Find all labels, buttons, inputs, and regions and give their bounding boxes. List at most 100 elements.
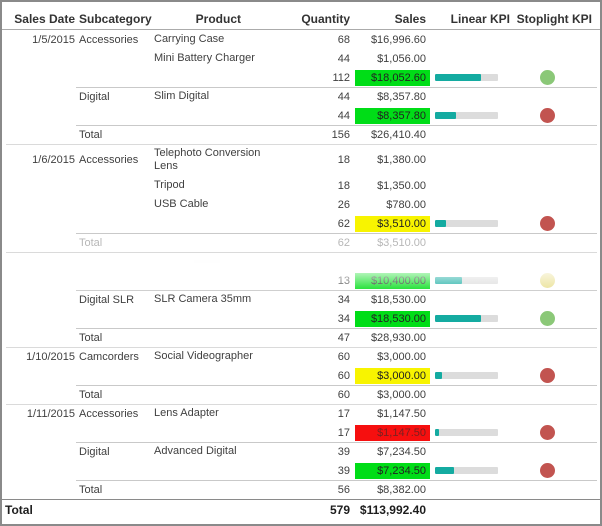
sales-kpi-highlight: $7,234.50: [355, 462, 430, 479]
table-header: Sales Date Subcategory Product Quantity …: [2, 8, 600, 30]
cell-quantity: 39: [337, 445, 350, 458]
cell-sales: $3,000.00: [350, 367, 430, 384]
sales-kpi-highlight: $10,400.00: [355, 272, 430, 289]
cell-sales: $26,410.40: [350, 129, 430, 141]
group-total-row: Total 56 $8,382.00: [2, 480, 600, 499]
cell-stoplight-kpi: [515, 311, 595, 326]
sales-value: $7,234.50: [377, 445, 426, 458]
cell-quantity: 47: [337, 331, 350, 344]
linear-kpi-track: [435, 429, 498, 436]
linear-kpi-bar: [435, 372, 442, 379]
cell-product: Slim Digital: [154, 90, 210, 102]
sales-value: $16,996.60: [370, 33, 426, 46]
stoplight-indicator-red: [539, 108, 555, 123]
cell-sales: $8,357.80: [350, 91, 430, 103]
cell-linear-kpi: [430, 112, 515, 119]
group-total-row: Total 60 $3,000.00: [2, 385, 600, 404]
cell-quantity: 26: [337, 198, 350, 211]
cell-quantity: 17: [337, 407, 350, 420]
table-rows: 1/5/2015 Accessories Carrying Case 68 $16,99…: [2, 30, 600, 521]
sales-value: $780.00: [386, 198, 426, 211]
subtotal-row: 17 $1,147.50: [2, 423, 600, 442]
cell-sales-date: 1/10/2015: [26, 350, 75, 363]
sales-value: $1,147.50: [377, 407, 426, 420]
sales-value: $18,530.00: [370, 293, 426, 306]
sales-kpi-highlight: $3,510.00: [355, 215, 430, 232]
column-header-sales: Sales: [394, 11, 426, 26]
linear-kpi-bar: [435, 220, 447, 227]
column-header-sales-date: Sales Date: [14, 11, 75, 26]
linear-kpi-track: [435, 315, 498, 322]
cell-quantity: 34: [337, 293, 350, 306]
linear-kpi-bar: [435, 315, 481, 322]
stoplight-indicator-yellow: [539, 273, 555, 288]
table-row: 1/10/2015 Camcorders Social Videographer 60…: [2, 347, 600, 366]
cell-stoplight-kpi: [515, 273, 595, 288]
cell-quantity: 56: [337, 483, 350, 496]
cell-linear-kpi: [430, 220, 515, 227]
linear-kpi-bar: [435, 429, 439, 436]
cell-product: Tripod: [154, 179, 185, 191]
sales-kpi-highlight: $8,357.80: [355, 107, 430, 124]
linear-kpi-track: [435, 112, 498, 119]
cell-quantity: 62: [337, 236, 350, 249]
column-header-product: Product: [195, 11, 241, 26]
cell-sales: $8,382.00: [350, 484, 430, 496]
sales-value: $3,000.00: [377, 350, 426, 363]
cell-quantity: 18: [337, 179, 350, 192]
cell-quantity: 60: [337, 388, 350, 401]
sales-kpi-highlight: $18,530.00: [355, 310, 430, 327]
cell-quantity: 13: [337, 274, 350, 287]
linear-kpi-track: [435, 372, 498, 379]
cell-product: Social Videographer: [154, 350, 253, 362]
cell-stoplight-kpi: [515, 70, 595, 85]
cell-sales: $7,234.50: [350, 446, 430, 458]
group-total-row: Total 156 $26,410.40: [2, 125, 600, 144]
table-row: Digital Advanced Digital 39 $7,234.50: [2, 442, 600, 461]
cell-quantity: 17: [337, 426, 350, 439]
cell-sales: $18,530.00: [350, 310, 430, 327]
sales-value: $113,992.40: [359, 503, 426, 517]
subtotal-row: 62 $3,510.00: [2, 214, 600, 233]
faded-row: [2, 252, 600, 271]
sales-value: $1,350.00: [377, 179, 426, 192]
cell-quantity: 34: [337, 312, 350, 325]
cell-linear-kpi: [430, 277, 515, 284]
cell-linear-kpi: [430, 429, 515, 436]
cell-quantity: 112: [332, 71, 350, 84]
cell-sales: $18,530.00: [350, 294, 430, 306]
cell-sales: $10,400.00: [350, 272, 430, 289]
cell-sales: $18,052.60: [350, 69, 430, 86]
linear-kpi-track: [435, 467, 498, 474]
cell-product: Advanced Digital: [154, 445, 237, 457]
cell-subcategory: Digital SLR: [79, 293, 135, 306]
cell-sales: $3,510.00: [350, 215, 430, 232]
linear-kpi-track: [435, 220, 498, 227]
cell-quantity: 44: [337, 52, 350, 65]
cell-product: Mini Battery Charger: [154, 52, 255, 64]
column-header-quantity: Quantity: [301, 11, 350, 26]
cell-stoplight-kpi: [515, 425, 595, 440]
stoplight-indicator-red: [539, 463, 555, 478]
cell-quantity: 60: [337, 369, 350, 382]
cell-quantity: 156: [331, 128, 350, 141]
cell-quantity: 62: [337, 217, 350, 230]
cell-product: Carrying Case: [154, 33, 225, 45]
cell-subcategory: Total: [79, 483, 103, 496]
table-row: Mini Battery Charger 44 $1,056.00: [2, 49, 600, 68]
cell-subcategory: Camcorders: [79, 350, 139, 363]
cell-quantity: 68: [337, 33, 350, 46]
cell-subcategory: Accessories: [79, 33, 139, 46]
cell-sales: $16,996.60: [350, 34, 430, 46]
cell-sales-date: Total: [5, 503, 33, 517]
cell-sales-date: 1/11/2015: [26, 407, 75, 420]
linear-kpi-bar: [435, 74, 481, 81]
cell-sales: $3,510.00: [350, 237, 430, 249]
faded-text-smudge: [194, 260, 220, 263]
stoplight-indicator-green: [539, 311, 555, 326]
table-row: USB Cable 26 $780.00: [2, 195, 600, 214]
cell-quantity: 60: [337, 350, 350, 363]
cell-stoplight-kpi: [515, 108, 595, 123]
table-row: 1/5/2015 Accessories Carrying Case 68 $16,99…: [2, 30, 600, 49]
